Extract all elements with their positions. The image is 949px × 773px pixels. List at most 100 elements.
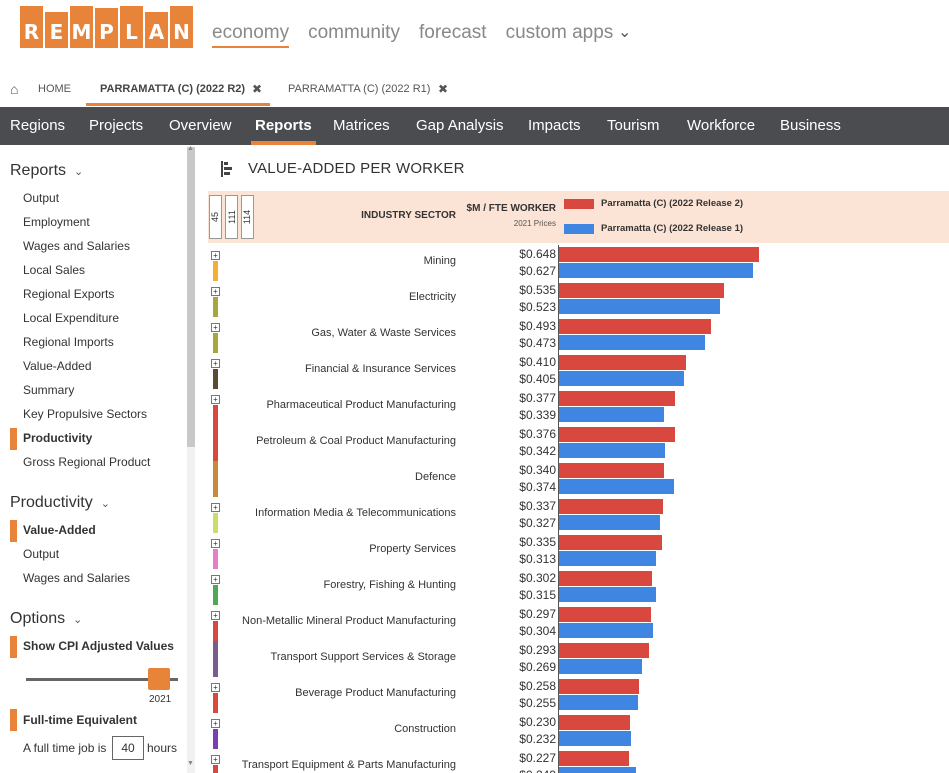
table-row[interactable]: Petroleum & Coal Product Manufacturing $0… — [196, 425, 949, 461]
close-icon[interactable]: ✖ — [438, 82, 449, 96]
sidebar-item-local-expenditure[interactable]: Local Expenditure — [23, 311, 120, 325]
topnav-custom-apps[interactable]: custom apps — [505, 22, 614, 43]
expand-icon[interactable]: + — [211, 719, 220, 728]
bar-r1[interactable] — [559, 299, 720, 314]
bar-r2[interactable] — [559, 319, 711, 334]
sidebar-item-gross-regional-product[interactable]: Gross Regional Product — [23, 455, 151, 469]
expand-icon[interactable]: + — [211, 323, 220, 332]
scroll-down-icon[interactable]: ▼ — [187, 760, 194, 767]
sidebar-item-output[interactable]: Output — [23, 191, 60, 205]
nav-projects[interactable]: Projects — [89, 117, 144, 134]
bar-r1[interactable] — [559, 587, 656, 602]
expand-icon[interactable]: + — [211, 575, 220, 584]
chevron-down-icon[interactable]: ⌄ — [100, 498, 110, 510]
chevron-down-icon[interactable]: ⌄ — [73, 614, 83, 626]
nav-tourism[interactable]: Tourism — [607, 117, 660, 134]
expand-icon[interactable]: + — [211, 251, 220, 260]
topnav-forecast[interactable]: forecast — [418, 22, 487, 43]
nav-workforce[interactable]: Workforce — [687, 117, 756, 134]
sidebar-item-value-added[interactable]: Value-Added — [23, 359, 92, 373]
scroll-up-icon[interactable]: ▲ — [187, 145, 194, 152]
sidebar-item-wages-and-salaries[interactable]: Wages and Salaries — [23, 239, 130, 253]
bar-r2[interactable] — [559, 247, 759, 262]
expand-icon[interactable]: + — [211, 755, 220, 764]
expand-icon[interactable]: + — [211, 611, 220, 620]
nav-gap-analysis[interactable]: Gap Analysis — [416, 117, 504, 134]
bar-r1[interactable] — [559, 479, 674, 494]
bar-r2[interactable] — [559, 643, 649, 658]
productivity-heading[interactable]: Productivity ⌄ — [10, 494, 110, 511]
bar-r1[interactable] — [559, 623, 653, 638]
nav-matrices[interactable]: Matrices — [333, 117, 390, 134]
bar-r2[interactable] — [559, 283, 724, 298]
expand-icon[interactable]: + — [211, 539, 220, 548]
fte-toggle[interactable]: Full-time Equivalent — [23, 713, 138, 727]
bar-r2[interactable] — [559, 679, 639, 694]
nav-impacts[interactable]: Impacts — [528, 117, 581, 134]
sidebar-item-employment[interactable]: Employment — [23, 215, 90, 229]
tab-parramatta-r2[interactable]: PARRAMATTA (C) (2022 R2) — [86, 74, 270, 106]
bar-r2[interactable] — [559, 715, 630, 730]
tab-home[interactable]: HOME — [38, 83, 71, 95]
table-row[interactable]: + Property Services $0.335 $0.313 — [196, 533, 949, 569]
bar-r1[interactable] — [559, 551, 656, 566]
productivity-item-output[interactable]: Output — [23, 547, 60, 561]
sidebar-item-regional-exports[interactable]: Regional Exports — [23, 287, 115, 301]
reports-heading[interactable]: Reports ⌄ — [10, 162, 84, 179]
bar-r2[interactable] — [559, 499, 663, 514]
hours-input[interactable]: 40 — [112, 736, 144, 760]
column-toggle-45[interactable]: 45 — [209, 195, 222, 239]
bar-r1[interactable] — [559, 695, 638, 710]
table-row[interactable]: + Mining $0.648 $0.627 — [196, 245, 949, 281]
expand-icon[interactable]: + — [211, 503, 220, 512]
topnav-community[interactable]: community — [308, 22, 400, 43]
bar-r1[interactable] — [559, 407, 664, 422]
table-row[interactable]: + Financial & Insurance Services $0.410 $0.… — [196, 353, 949, 389]
bar-r1[interactable] — [559, 659, 642, 674]
table-row[interactable]: + Electricity $0.535 $0.523 — [196, 281, 949, 317]
sidebar-item-summary[interactable]: Summary — [23, 383, 75, 397]
tab-parramatta-r1[interactable]: PARRAMATTA (C) (2022 R1) — [288, 83, 431, 95]
options-heading[interactable]: Options ⌄ — [10, 610, 83, 627]
bar-r2[interactable] — [559, 571, 652, 586]
column-toggle-111[interactable]: 111 — [225, 195, 238, 239]
table-row[interactable]: + Forestry, Fishing & Hunting $0.302 $0.315 — [196, 569, 949, 605]
scroll-thumb[interactable] — [187, 147, 195, 447]
bar-r2[interactable] — [559, 391, 675, 406]
sidebar-item-local-sales[interactable]: Local Sales — [23, 263, 86, 277]
bar-r1[interactable] — [559, 263, 753, 278]
table-row[interactable]: Transport Support Services & Storage $0.2… — [196, 641, 949, 677]
bar-r2[interactable] — [559, 751, 629, 766]
bar-r2[interactable] — [559, 607, 651, 622]
bar-r1[interactable] — [559, 731, 631, 746]
close-icon[interactable]: ✖ — [252, 82, 263, 96]
bar-r2[interactable] — [559, 355, 686, 370]
table-row[interactable]: + Information Media & Telecommunications $… — [196, 497, 949, 533]
table-row[interactable]: + Non-Metallic Mineral Product Manufactur… — [196, 605, 949, 641]
expand-icon[interactable]: + — [211, 287, 220, 296]
table-row[interactable]: + Transport Equipment & Parts Manufacturi… — [196, 749, 949, 773]
nav-overview[interactable]: Overview — [169, 117, 232, 134]
productivity-item-value-added[interactable]: Value-Added — [23, 523, 96, 537]
sidebar-item-key-propulsive-sectors[interactable]: Key Propulsive Sectors — [23, 407, 148, 421]
table-row[interactable]: + Gas, Water & Waste Services $0.493 $0.473 — [196, 317, 949, 353]
expand-icon[interactable]: + — [211, 683, 220, 692]
chevron-down-icon[interactable]: ⌄ — [618, 24, 632, 41]
column-toggle-114[interactable]: 114 — [241, 195, 254, 239]
chevron-down-icon[interactable]: ⌄ — [74, 166, 84, 178]
table-row[interactable]: Defence $0.340 $0.374 — [196, 461, 949, 497]
col-header-sector[interactable]: INDUSTRY SECTOR — [361, 210, 456, 221]
productivity-item-wages-and-salaries[interactable]: Wages and Salaries — [23, 571, 130, 585]
table-row[interactable]: + Beverage Product Manufacturing $0.258 $0.… — [196, 677, 949, 713]
bar-r1[interactable] — [559, 335, 705, 350]
sidebar-item-productivity[interactable]: Productivity — [23, 431, 93, 445]
bar-r2[interactable] — [559, 427, 675, 442]
sidebar-item-regional-imports[interactable]: Regional Imports — [23, 335, 114, 349]
bar-r1[interactable] — [559, 443, 665, 458]
expand-icon[interactable]: + — [211, 359, 220, 368]
table-row[interactable]: + Construction $0.230 $0.232 — [196, 713, 949, 749]
table-row[interactable]: + Pharmaceutical Product Manufacturing $0.… — [196, 389, 949, 425]
bar-r2[interactable] — [559, 535, 662, 550]
expand-icon[interactable]: + — [211, 395, 220, 404]
